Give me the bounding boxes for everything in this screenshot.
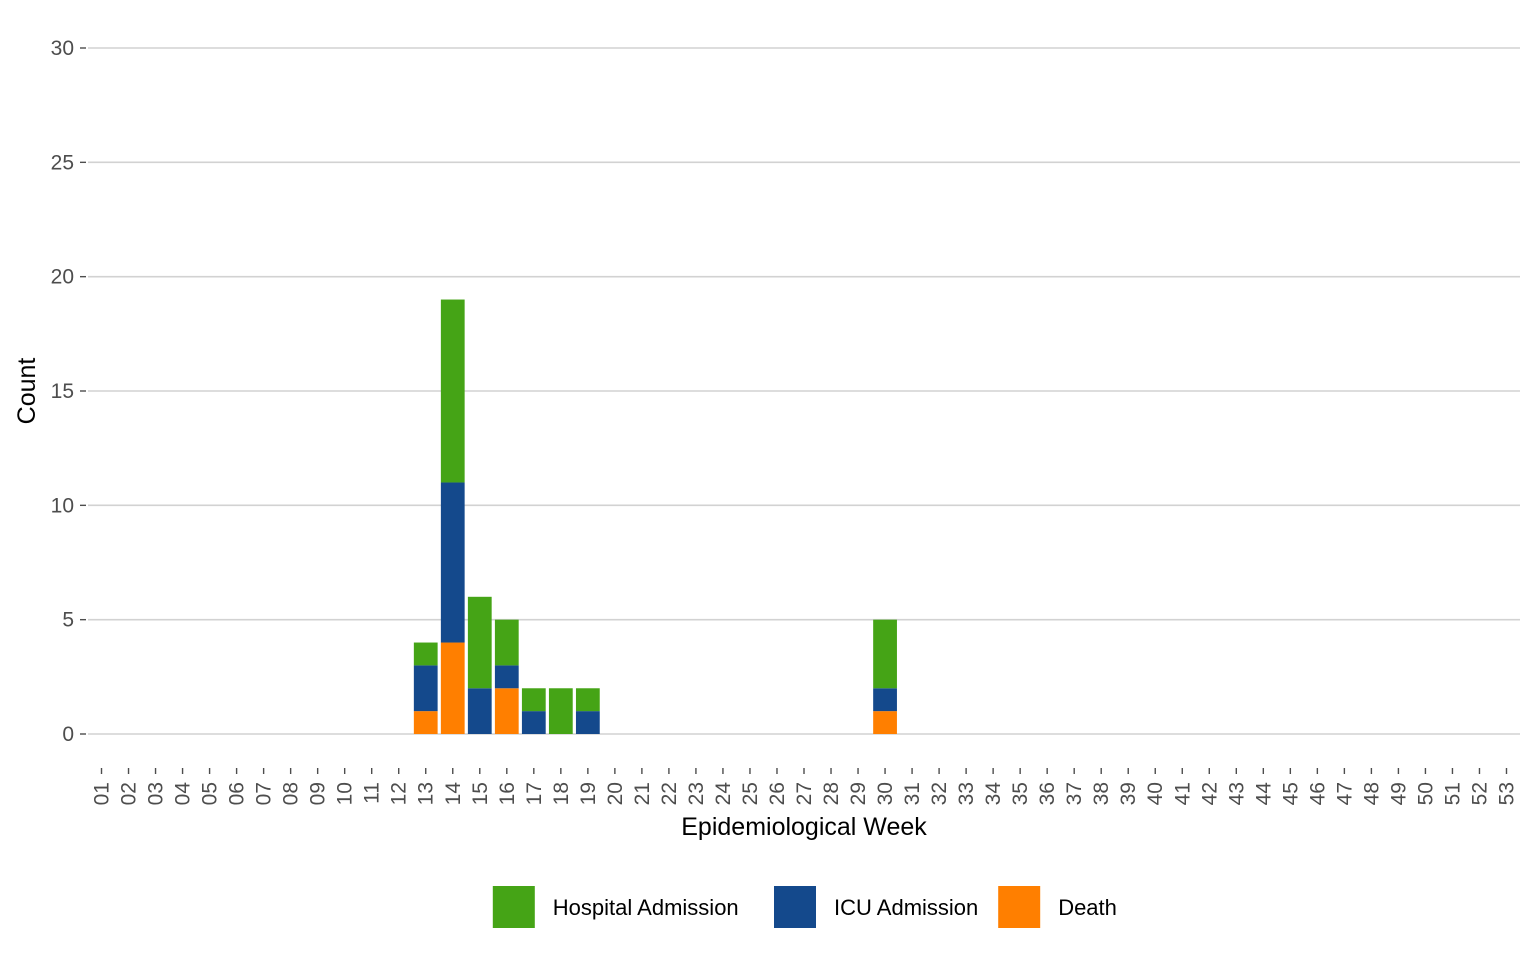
x-tick-label-38: 38	[1090, 782, 1113, 805]
bar-death-week-13	[413, 711, 438, 734]
x-tick-label-47: 47	[1333, 782, 1356, 805]
x-tick-label-15: 15	[469, 782, 492, 805]
x-tick-label-02: 02	[118, 782, 141, 805]
bar-icu-admission-week-13	[413, 665, 438, 712]
x-tick-label-17: 17	[523, 782, 546, 805]
gridlines	[88, 47, 1520, 735]
bar-hospital-admission-week-13	[413, 642, 438, 666]
bar-icu-admission-week-19	[575, 711, 600, 734]
x-tick-label-26: 26	[766, 782, 789, 805]
x-tick-label-44: 44	[1252, 782, 1275, 806]
bar-hospital-admission-week-30	[873, 619, 897, 689]
y-tick-label-15: 15	[51, 380, 74, 403]
x-tick-label-37: 37	[1063, 782, 1086, 805]
bar-icu-admission-week-15	[467, 688, 492, 734]
x-tick-label-33: 33	[955, 782, 978, 805]
x-tick-label-11: 11	[361, 782, 384, 804]
x-tick-label-13: 13	[415, 782, 438, 805]
x-tick-label-20: 20	[604, 782, 627, 805]
bar-death-week-30	[873, 711, 897, 734]
x-tick-label-10: 10	[334, 782, 357, 805]
legend-label-icu-admission: ICU Admission	[834, 895, 978, 920]
x-tick-label-49: 49	[1387, 782, 1410, 805]
x-tick-label-18: 18	[550, 782, 573, 805]
legend-key-icu-admission	[774, 886, 816, 928]
bar-hospital-admission-week-15	[467, 596, 492, 689]
x-tick-label-39: 39	[1117, 782, 1140, 805]
x-tick-label-46: 46	[1306, 782, 1329, 805]
x-tick-label-19: 19	[577, 782, 600, 805]
legend-key-hospital-admission	[492, 886, 535, 928]
x-tick-label-42: 42	[1198, 782, 1221, 805]
x-tick-label-36: 36	[1036, 782, 1059, 805]
x-tick-label-31: 31	[901, 782, 924, 805]
x-tick-label-03: 03	[145, 782, 168, 805]
x-tick-label-52: 52	[1468, 782, 1491, 805]
x-tick-label-05: 05	[199, 782, 222, 805]
legend-label-hospital-admission: Hospital Admission	[553, 895, 739, 920]
x-tick-label-43: 43	[1225, 782, 1248, 805]
y-tick-label-25: 25	[51, 151, 74, 174]
legend-key-death	[998, 886, 1041, 928]
legend-label-death: Death	[1058, 895, 1117, 920]
y-axis-title: Count	[13, 358, 41, 425]
x-tick-label-32: 32	[928, 782, 951, 805]
bar-hospital-admission-week-17	[521, 688, 546, 712]
y-tick-label-30: 30	[51, 37, 74, 60]
x-tick-label-29: 29	[847, 782, 870, 805]
x-tick-label-04: 04	[172, 782, 195, 806]
x-tick-label-22: 22	[658, 782, 681, 805]
bar-icu-admission-week-16	[494, 665, 519, 689]
x-tick-label-40: 40	[1144, 782, 1167, 805]
x-tick-label-35: 35	[1009, 782, 1032, 805]
bar-hospital-admission-week-19	[575, 688, 600, 712]
y-tick-label-0: 0	[62, 723, 74, 746]
x-tick-label-14: 14	[442, 782, 465, 806]
x-tick-label-08: 08	[280, 782, 303, 805]
x-tick-label-50: 50	[1414, 782, 1437, 805]
x-tick-label-51: 51	[1441, 782, 1464, 805]
bar-icu-admission-week-14	[440, 482, 465, 643]
bar-hospital-admission-week-16	[494, 619, 519, 666]
bar-icu-admission-week-30	[873, 688, 897, 712]
x-axis: 01 02 03 04 05 06 07 08 09 10 11 12 13 14 15 16 17 18 19 20…	[91, 768, 1518, 806]
x-tick-label-23: 23	[685, 782, 708, 805]
x-tick-label-27: 27	[793, 782, 816, 805]
x-tick-label-01: 01	[91, 782, 114, 805]
bar-death-week-16	[494, 688, 519, 734]
legend: Hospital Admission ICU Admission Death	[492, 886, 1117, 928]
x-tick-label-34: 34	[982, 782, 1005, 806]
x-tick-label-21: 21	[631, 782, 654, 805]
x-tick-label-07: 07	[253, 782, 276, 805]
x-axis-title: Epidemiological Week	[681, 813, 927, 841]
x-tick-label-53: 53	[1495, 782, 1518, 805]
y-axis: 0 5 10 15 20 25 30	[51, 37, 86, 746]
bar-hospital-admission-week-14	[440, 299, 465, 483]
x-tick-label-48: 48	[1360, 782, 1383, 805]
bar-icu-admission-week-17	[521, 711, 546, 734]
bars	[413, 299, 897, 734]
y-tick-label-20: 20	[51, 266, 74, 289]
x-tick-label-45: 45	[1279, 782, 1302, 805]
x-tick-label-12: 12	[388, 782, 411, 805]
x-tick-label-24: 24	[712, 782, 735, 806]
y-tick-label-10: 10	[51, 494, 74, 517]
x-tick-label-25: 25	[739, 782, 762, 805]
x-tick-label-30: 30	[874, 782, 897, 805]
y-tick-label-5: 5	[62, 609, 74, 632]
x-tick-label-16: 16	[496, 782, 519, 805]
bar-hospital-admission-week-18	[548, 688, 573, 734]
x-tick-label-06: 06	[226, 782, 249, 805]
x-tick-label-28: 28	[820, 782, 843, 805]
x-tick-label-09: 09	[307, 782, 330, 805]
bar-death-week-14	[440, 642, 465, 734]
x-tick-label-41: 41	[1171, 782, 1194, 805]
